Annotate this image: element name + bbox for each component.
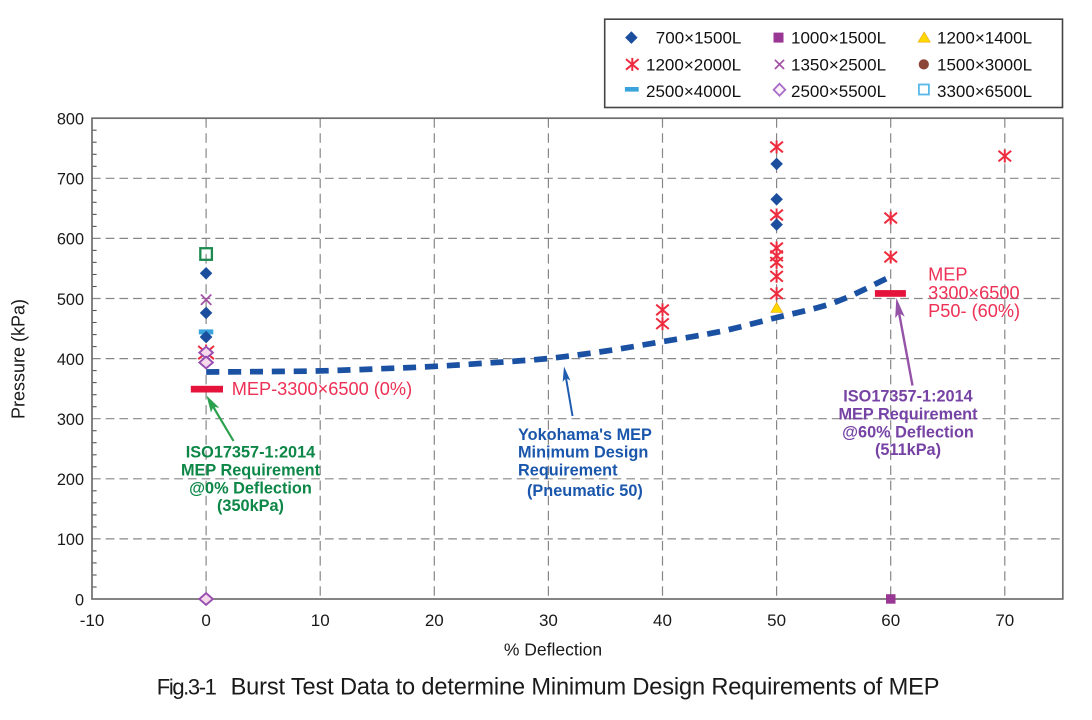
svg-text:800: 800 [57,111,84,129]
svg-text:2500×4000L: 2500×4000L [646,82,741,101]
svg-text:Burst Test Data to determine M: Burst Test Data to determine Minimum Des… [231,675,940,701]
svg-text:Minimum Design: Minimum Design [518,444,648,462]
svg-text:-10: -10 [80,611,105,630]
svg-text:1200×2000L: 1200×2000L [646,56,741,75]
svg-text:40: 40 [653,611,672,630]
svg-text:P50- (60%): P50- (60%) [928,301,1020,321]
svg-text:400: 400 [57,351,84,369]
svg-text:3300×6500: 3300×6500 [928,283,1020,303]
svg-text:@0% Deflection: @0% Deflection [189,479,312,497]
svg-text:1500×3000L: 1500×3000L [937,56,1032,75]
svg-text:Yokohama's MEP: Yokohama's MEP [518,426,652,444]
svg-text:MEP: MEP [928,265,967,285]
svg-text:MEP Requirement: MEP Requirement [181,461,321,479]
svg-text:300: 300 [57,411,84,429]
svg-text:ISO17357-1:2014: ISO17357-1:2014 [186,444,315,462]
svg-text:10: 10 [311,611,330,630]
svg-text:1350×2500L: 1350×2500L [791,56,886,75]
svg-text:(350kPa): (350kPa) [217,497,284,515]
svg-text:100: 100 [57,531,84,549]
svg-text:70: 70 [995,611,1014,630]
svg-text:1000×1500L: 1000×1500L [791,29,886,48]
svg-text:3300×6500L: 3300×6500L [937,82,1032,101]
svg-text:2500×5500L: 2500×5500L [791,82,886,101]
svg-text:700: 700 [57,171,84,189]
svg-text:30: 30 [539,611,558,630]
svg-text:% Deflection: % Deflection [504,640,602,660]
svg-text:(511kPa): (511kPa) [875,441,941,459]
svg-text:50: 50 [767,611,786,630]
svg-text:Fig.3-1: Fig.3-1 [157,675,217,700]
svg-text:600: 600 [57,231,84,249]
svg-text:60: 60 [881,611,900,630]
svg-text:1200×1400L: 1200×1400L [937,29,1032,48]
svg-text:0: 0 [201,611,210,630]
svg-text:700×1500L: 700×1500L [656,29,742,48]
svg-text:ISO17357-1:2014: ISO17357-1:2014 [843,388,972,406]
svg-text:500: 500 [57,291,84,309]
svg-text:MEP Requirement: MEP Requirement [838,405,978,423]
svg-text:(Pneumatic 50): (Pneumatic 50) [527,482,643,500]
svg-text:0: 0 [75,591,84,609]
svg-text:MEP-3300×6500 (0%): MEP-3300×6500 (0%) [232,379,412,399]
svg-text:200: 200 [57,471,84,489]
svg-text:Pressure (kPa): Pressure (kPa) [9,299,29,419]
svg-text:@60% Deflection: @60% Deflection [842,423,974,441]
svg-text:20: 20 [425,611,444,630]
svg-text:Requirement: Requirement [518,461,618,479]
